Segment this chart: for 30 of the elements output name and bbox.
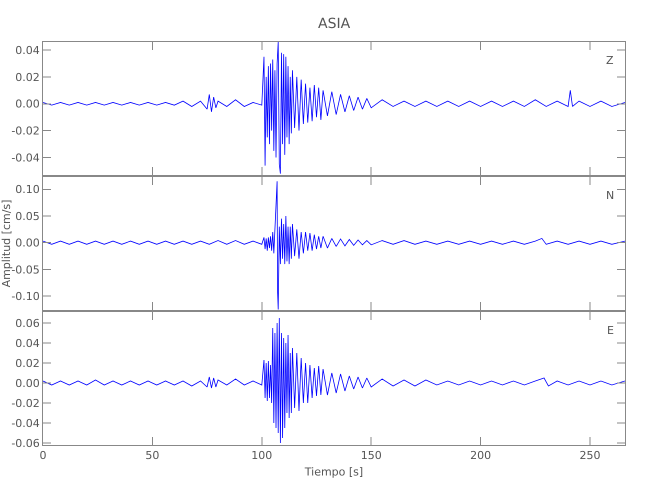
x-tick-label: 200 (470, 449, 492, 462)
x-tick-label: 0 (40, 449, 46, 462)
y-tick-label: -0.06 (11, 436, 40, 450)
y-tick-label: 0.00 (15, 98, 40, 111)
chart-title: ASIA (318, 16, 351, 32)
y-tick-label: -0.02 (11, 396, 40, 410)
y-tick-label: 0.05 (15, 210, 40, 223)
y-tick-label: -0.05 (11, 263, 40, 276)
y-tick-label: -0.02 (11, 124, 40, 138)
annotation: N (606, 189, 614, 202)
x-tick-label: 100 (251, 449, 272, 462)
x-tick-label: 50 (145, 449, 160, 462)
x-tick-label: 150 (360, 449, 382, 462)
line-series (43, 180, 625, 310)
y-tick-label: -0.04 (11, 151, 40, 164)
y-tick-label: 0.02 (15, 70, 40, 84)
annotation: E (607, 324, 614, 337)
y-tick-label: 0.02 (15, 356, 40, 370)
y-tick-label: 0.06 (15, 316, 40, 330)
y-tick-label: 0.04 (15, 44, 40, 57)
y-tick-label: 0.04 (15, 336, 40, 350)
annotation: Z (606, 54, 614, 67)
x-tick-label: 250 (579, 449, 600, 462)
x-axis-title: Tiempo [s] (304, 465, 364, 478)
y-tick-label: 0.00 (15, 236, 40, 250)
y-tick-label: 0.00 (15, 376, 40, 390)
y-tick-label: 0.10 (15, 183, 40, 196)
y-tick-label: -0.04 (11, 416, 40, 430)
y-tick-label: -0.10 (11, 290, 40, 303)
y-axis-title: Amplitud [cm/s] (0, 200, 13, 288)
